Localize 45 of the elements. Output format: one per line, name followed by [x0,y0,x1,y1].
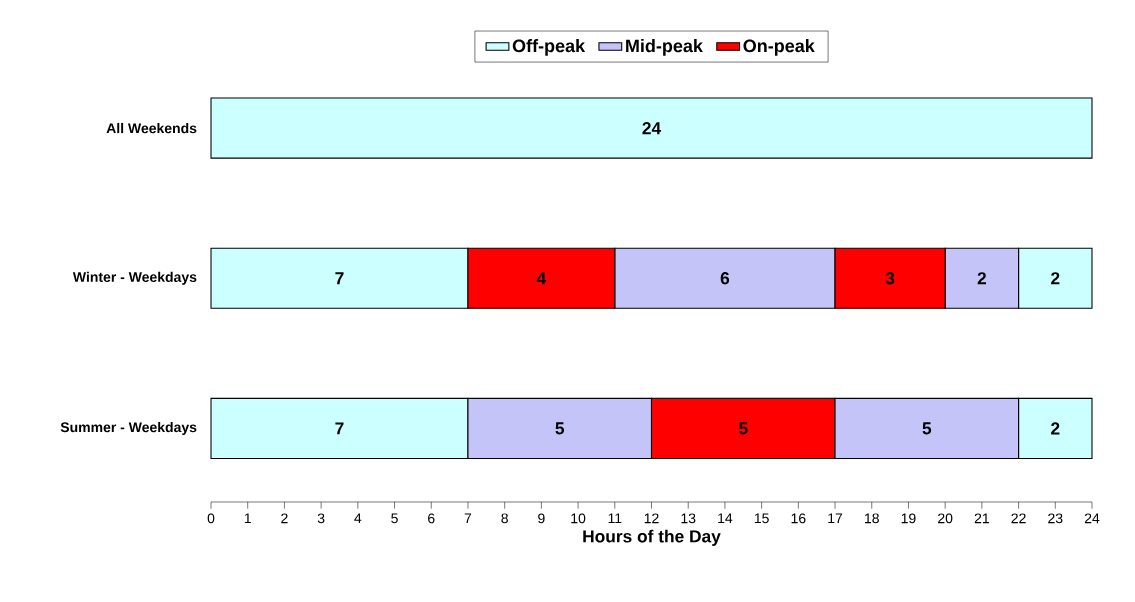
x-tick-label: 5 [391,513,398,524]
y-tick-label: Winter - Weekdays [72,271,197,285]
x-tick-label: 0 [207,513,215,524]
x-tick-label: 8 [501,513,508,524]
x-tick-label: 16 [791,513,806,524]
data-label: 5 [739,422,748,435]
legend-label: Mid-peak [626,39,703,56]
data-label: 5 [922,422,932,435]
data-label: 6 [720,272,730,285]
x-tick-label: 19 [901,513,916,524]
x-tick-label: 15 [754,513,769,524]
x-tick-label: 13 [681,513,696,524]
x-tick-label: 3 [317,513,325,524]
data-label: 7 [335,272,344,285]
legend-label: Off-peak [512,39,586,56]
x-tick-label: 7 [464,513,472,523]
data-label: 24 [642,122,662,135]
x-tick-label: 24 [1084,513,1100,524]
x-tick-label: 2 [281,513,288,524]
x-tick-label: 9 [538,513,545,524]
x-tick-label: 1 [244,513,251,523]
x-tick-label: 14 [718,513,733,523]
y-tick-label: Summer - Weekdays [60,421,197,435]
x-tick-label: 20 [938,513,953,524]
x-tick-label: 12 [644,513,659,524]
data-label: 2 [977,272,986,285]
x-tick-label: 11 [608,513,622,523]
data-label: 2 [1051,272,1060,285]
legend-label: On-peak [743,39,815,56]
bar [210,97,1093,159]
x-axis-title: Hours of the Day [583,529,721,546]
x-tick-label: 4 [354,513,362,523]
data-label: 2 [1051,422,1060,435]
data-label: 4 [536,272,547,285]
data-label: 7 [335,422,344,435]
x-tick-label: 18 [865,513,879,524]
data-label: 3 [885,272,895,285]
x-tick-label: 6 [428,513,435,524]
x-tick-label: 22 [1011,513,1026,524]
data-label: 5 [555,422,565,435]
x-tick-label: 21 [974,513,989,524]
y-tick-label: All Weekends [106,122,197,134]
x-tick-label: 23 [1048,513,1063,524]
x-tick-label: 17 [828,513,843,523]
x-tick-label: 10 [571,513,586,524]
